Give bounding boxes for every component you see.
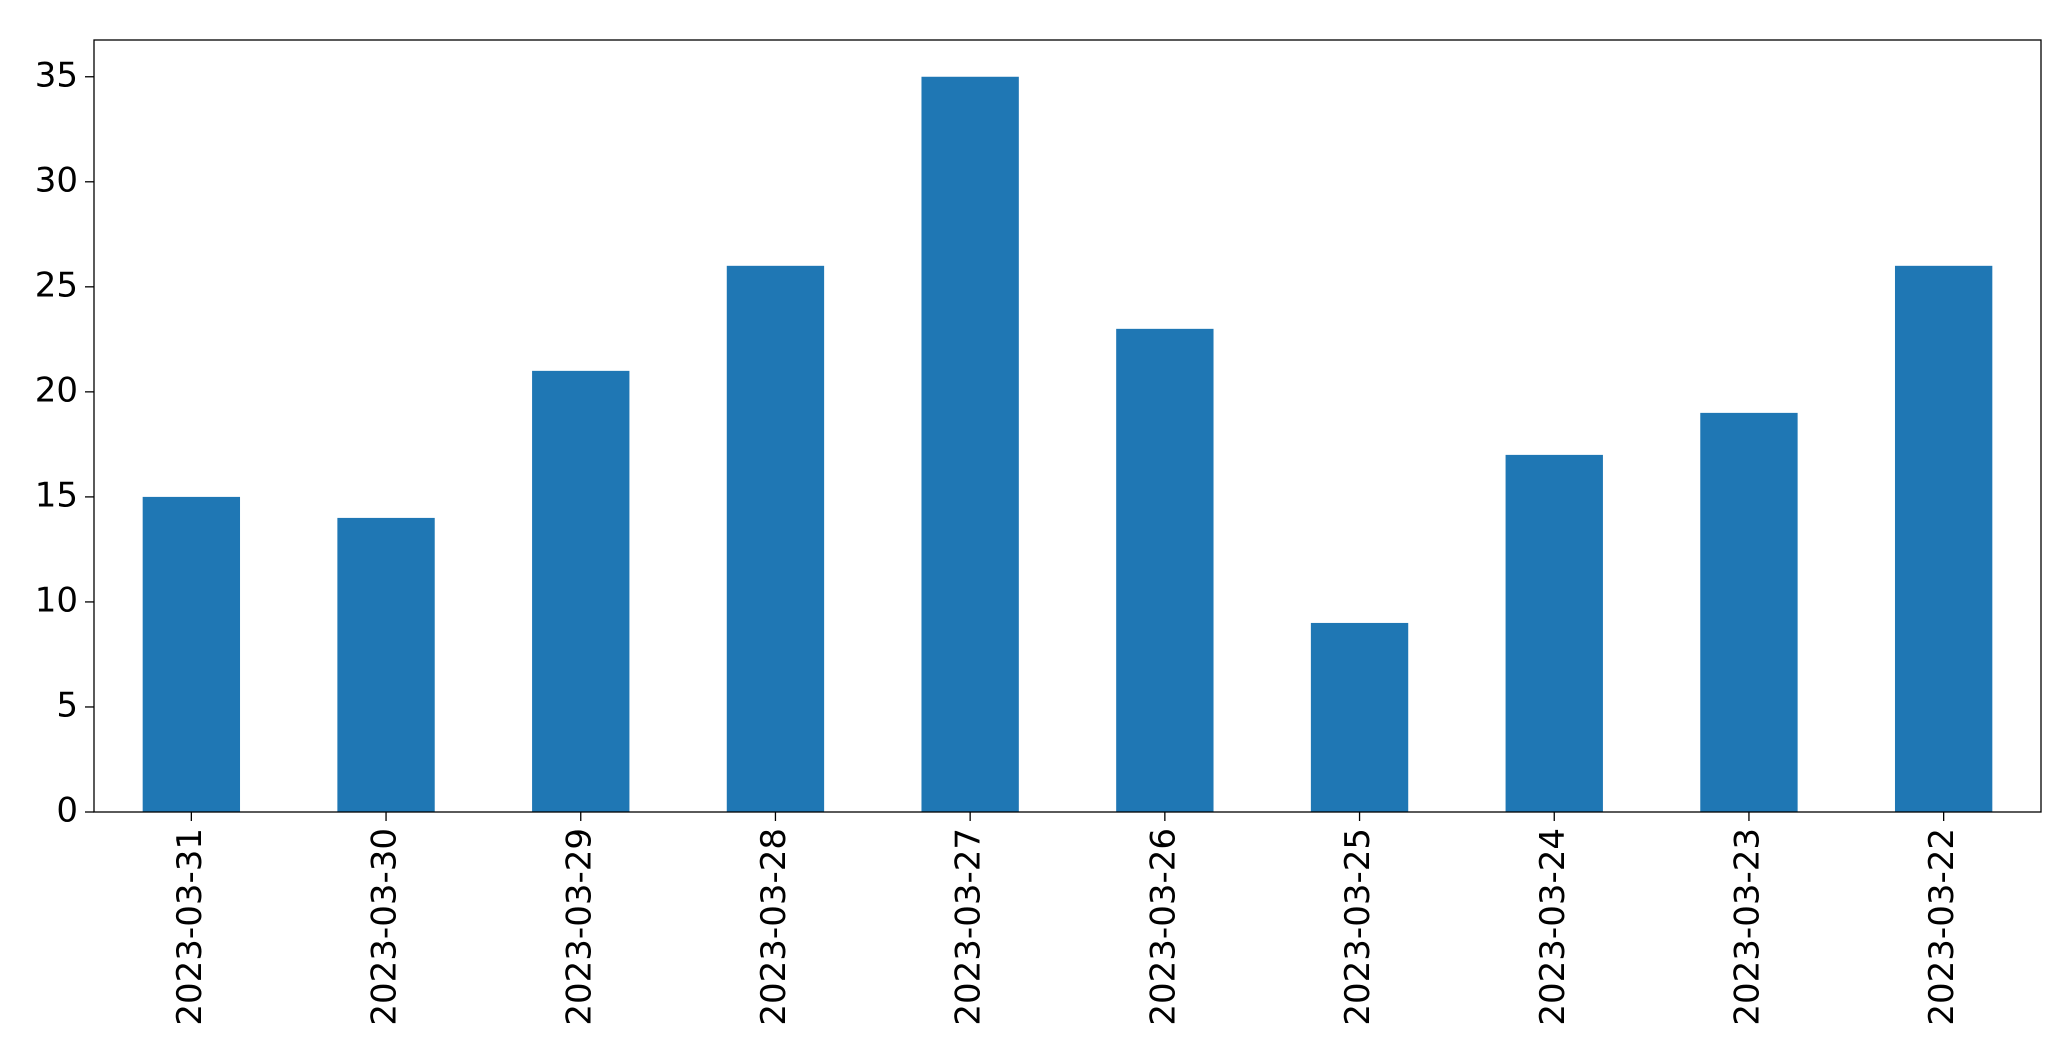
bar (1894, 265, 1993, 812)
x-tick-label: 2023-03-25 (1338, 828, 1378, 1026)
plot-frame (93, 39, 2042, 813)
y-tick-label: 35 (35, 55, 78, 95)
x-tick-label: 2023-03-29 (559, 828, 599, 1026)
bar (142, 496, 241, 812)
y-tick-label: 15 (35, 475, 78, 515)
y-tick-label: 5 (56, 685, 78, 725)
x-tick-label: 2023-03-24 (1533, 828, 1573, 1026)
x-tick-label: 2023-03-31 (170, 828, 210, 1026)
x-tick-label: 2023-03-22 (1922, 828, 1962, 1026)
bar (726, 265, 825, 812)
bar (1310, 622, 1409, 812)
y-tick-label: 0 (56, 791, 78, 831)
bar (1116, 328, 1214, 812)
y-tick-label: 10 (35, 580, 78, 620)
y-tick-label: 30 (35, 160, 78, 200)
x-tick-label: 2023-03-27 (949, 828, 989, 1026)
x-tick-label: 2023-03-26 (1143, 828, 1183, 1026)
x-tick-label: 2023-03-23 (1727, 828, 1767, 1026)
y-tick-label: 25 (35, 265, 78, 305)
bar (1700, 412, 1798, 812)
y-tick-label: 20 (35, 370, 78, 410)
x-tick-label: 2023-03-28 (754, 828, 794, 1026)
bar (532, 370, 630, 812)
bar (337, 517, 435, 812)
x-tick-label: 2023-03-30 (365, 828, 405, 1026)
bar (1505, 454, 1603, 812)
bar (921, 76, 1019, 812)
